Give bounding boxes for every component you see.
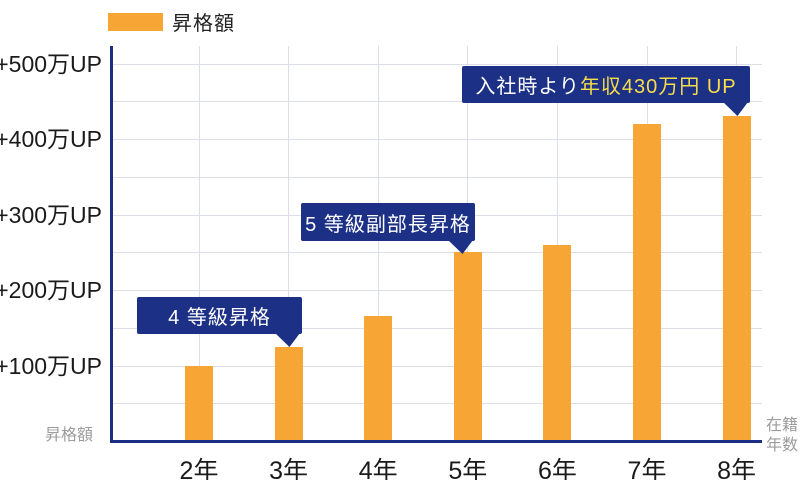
x-tick-label: 5年: [448, 457, 488, 480]
x-tick-label: 2年: [179, 457, 219, 480]
annotation-grade5-promotion: 5 等級副部長昇格: [301, 203, 475, 254]
x-tick-label: 6年: [537, 457, 577, 480]
annotation-tail-icon: [723, 102, 748, 116]
annotation-text-highlight: 年収430万円 UP: [579, 76, 737, 98]
gridline-vertical: [198, 46, 200, 441]
legend-label: 昇格額: [172, 13, 235, 35]
annotation-text: 5 等級副部長昇格: [305, 213, 471, 236]
gridline-horizontal: [112, 139, 762, 140]
y-axis-line: [110, 46, 113, 443]
bar-7年: [633, 123, 661, 441]
gridline-vertical: [556, 46, 558, 441]
gridline-horizontal: [112, 176, 762, 178]
x-axis-title: 在籍 年数: [766, 416, 798, 456]
y-tick-label: +500万UP: [0, 50, 102, 77]
y-tick-label: +300万UP: [0, 201, 102, 228]
bar-5年: [453, 252, 482, 441]
y-tick-label: +100万UP: [0, 352, 102, 379]
gridline-horizontal: [112, 290, 762, 291]
y-tick-label: +200万UP: [0, 277, 102, 303]
annotation-text: 4 等級昇格: [168, 307, 271, 329]
x-tick-label: 8年: [717, 457, 757, 480]
x-tick-label: 3年: [269, 457, 309, 480]
gridline-vertical: [377, 46, 379, 441]
legend: 昇格額: [108, 7, 235, 36]
x-axis-line: [110, 440, 762, 443]
annotation-text: 入社時より年収430万円 UP: [475, 70, 736, 99]
bar-4年: [364, 316, 393, 441]
annotation-grade4-promotion: 4 等級昇格: [137, 297, 302, 347]
bar-3年: [274, 346, 303, 441]
y-tick-label: +400万UP: [0, 126, 102, 152]
gridline-horizontal: [112, 101, 762, 103]
bar-8年: [722, 116, 751, 441]
bar-2年: [185, 365, 213, 441]
x-tick-label: 4年: [358, 457, 398, 480]
legend-swatch: [108, 12, 163, 31]
annotation-text-prefix: 入社時より: [475, 76, 580, 98]
gridline-horizontal: [112, 403, 762, 405]
x-axis-title-line2: 年数: [766, 437, 799, 454]
gridline-horizontal: [112, 365, 762, 367]
annotation-tail-icon: [275, 333, 300, 347]
gridline-horizontal: [112, 63, 762, 65]
annotation-total-increase: 入社時より年収430万円 UP: [462, 66, 750, 116]
y-axis-title: 昇格額: [45, 427, 94, 444]
bar-6年: [543, 244, 572, 441]
x-tick-label: 7年: [627, 457, 667, 480]
x-axis-title-line1: 在籍: [766, 417, 799, 434]
gridline-horizontal: [112, 252, 762, 254]
gridline-vertical: [288, 46, 290, 441]
gridline-horizontal: [112, 327, 762, 329]
